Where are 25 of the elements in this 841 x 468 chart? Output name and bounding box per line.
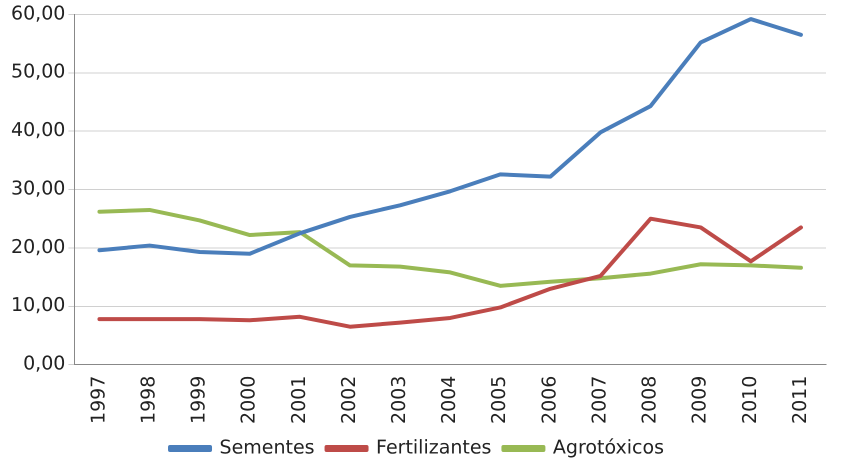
legend-label: Agrotóxicos (552, 436, 664, 458)
legend-label: Fertilizantes (376, 436, 492, 458)
x-tick-label: 2003 (388, 376, 410, 424)
y-tick-label: 60,00 (10, 2, 66, 24)
x-tick-label: 2002 (338, 376, 360, 424)
y-tick-label: 0,00 (23, 352, 66, 375)
x-tick-label: 2010 (738, 376, 761, 424)
y-tick-label: 20,00 (10, 236, 66, 258)
y-tick-label: 50,00 (10, 60, 66, 83)
x-tick-label: 2007 (588, 376, 610, 424)
x-tick-label: 2000 (238, 376, 260, 424)
x-tick-label: 1997 (87, 376, 110, 424)
legend-label: Sementes (220, 436, 315, 458)
x-tick-label: 2005 (488, 376, 510, 424)
x-tick-label: 2004 (438, 376, 460, 424)
x-tick-label: 1998 (137, 376, 160, 424)
y-tick-label: 40,00 (10, 119, 66, 142)
y-tick-label: 10,00 (10, 294, 66, 316)
x-tick-label: 2009 (688, 376, 711, 424)
x-tick-label: 1999 (188, 376, 210, 424)
x-tick-label: 2001 (288, 376, 310, 424)
y-tick-label: 30,00 (10, 177, 66, 200)
x-tick-label: 2006 (538, 376, 560, 424)
x-tick-label: 2008 (638, 376, 661, 424)
x-tick-label: 2011 (788, 376, 811, 424)
